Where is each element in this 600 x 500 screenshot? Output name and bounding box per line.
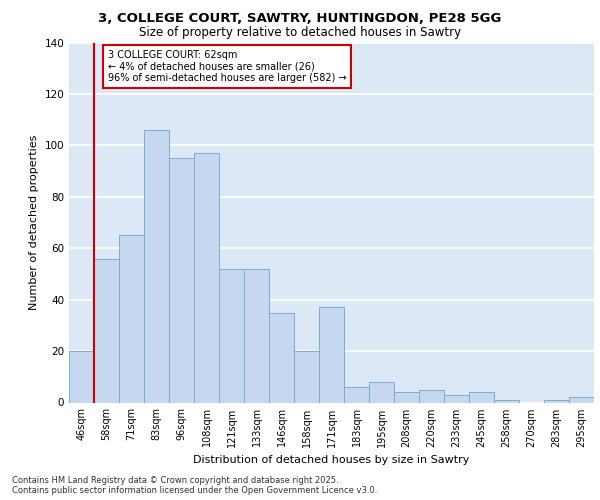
Text: Contains public sector information licensed under the Open Government Licence v3: Contains public sector information licen… [12, 486, 377, 495]
Bar [269, 312, 294, 402]
Bar [419, 390, 444, 402]
Bar [444, 395, 469, 402]
Bar [494, 400, 519, 402]
Bar [344, 387, 369, 402]
Text: 3 COLLEGE COURT: 62sqm
← 4% of detached houses are smaller (26)
96% of semi-deta: 3 COLLEGE COURT: 62sqm ← 4% of detached … [108, 50, 346, 84]
Bar [219, 269, 244, 402]
Bar [69, 351, 94, 403]
Bar [194, 153, 219, 402]
X-axis label: Distribution of detached houses by size in Sawtry: Distribution of detached houses by size … [193, 455, 470, 465]
Bar [119, 236, 144, 402]
Bar [544, 400, 569, 402]
Text: Size of property relative to detached houses in Sawtry: Size of property relative to detached ho… [139, 26, 461, 39]
Bar [144, 130, 169, 402]
Bar [319, 308, 344, 402]
Bar [369, 382, 394, 402]
Bar [244, 269, 269, 402]
Text: 3, COLLEGE COURT, SAWTRY, HUNTINGDON, PE28 5GG: 3, COLLEGE COURT, SAWTRY, HUNTINGDON, PE… [98, 12, 502, 26]
Bar [94, 258, 119, 402]
Bar [569, 398, 594, 402]
Y-axis label: Number of detached properties: Number of detached properties [29, 135, 39, 310]
Text: Contains HM Land Registry data © Crown copyright and database right 2025.: Contains HM Land Registry data © Crown c… [12, 476, 338, 485]
Bar [169, 158, 194, 402]
Bar [394, 392, 419, 402]
Bar [469, 392, 494, 402]
Bar [294, 351, 319, 403]
